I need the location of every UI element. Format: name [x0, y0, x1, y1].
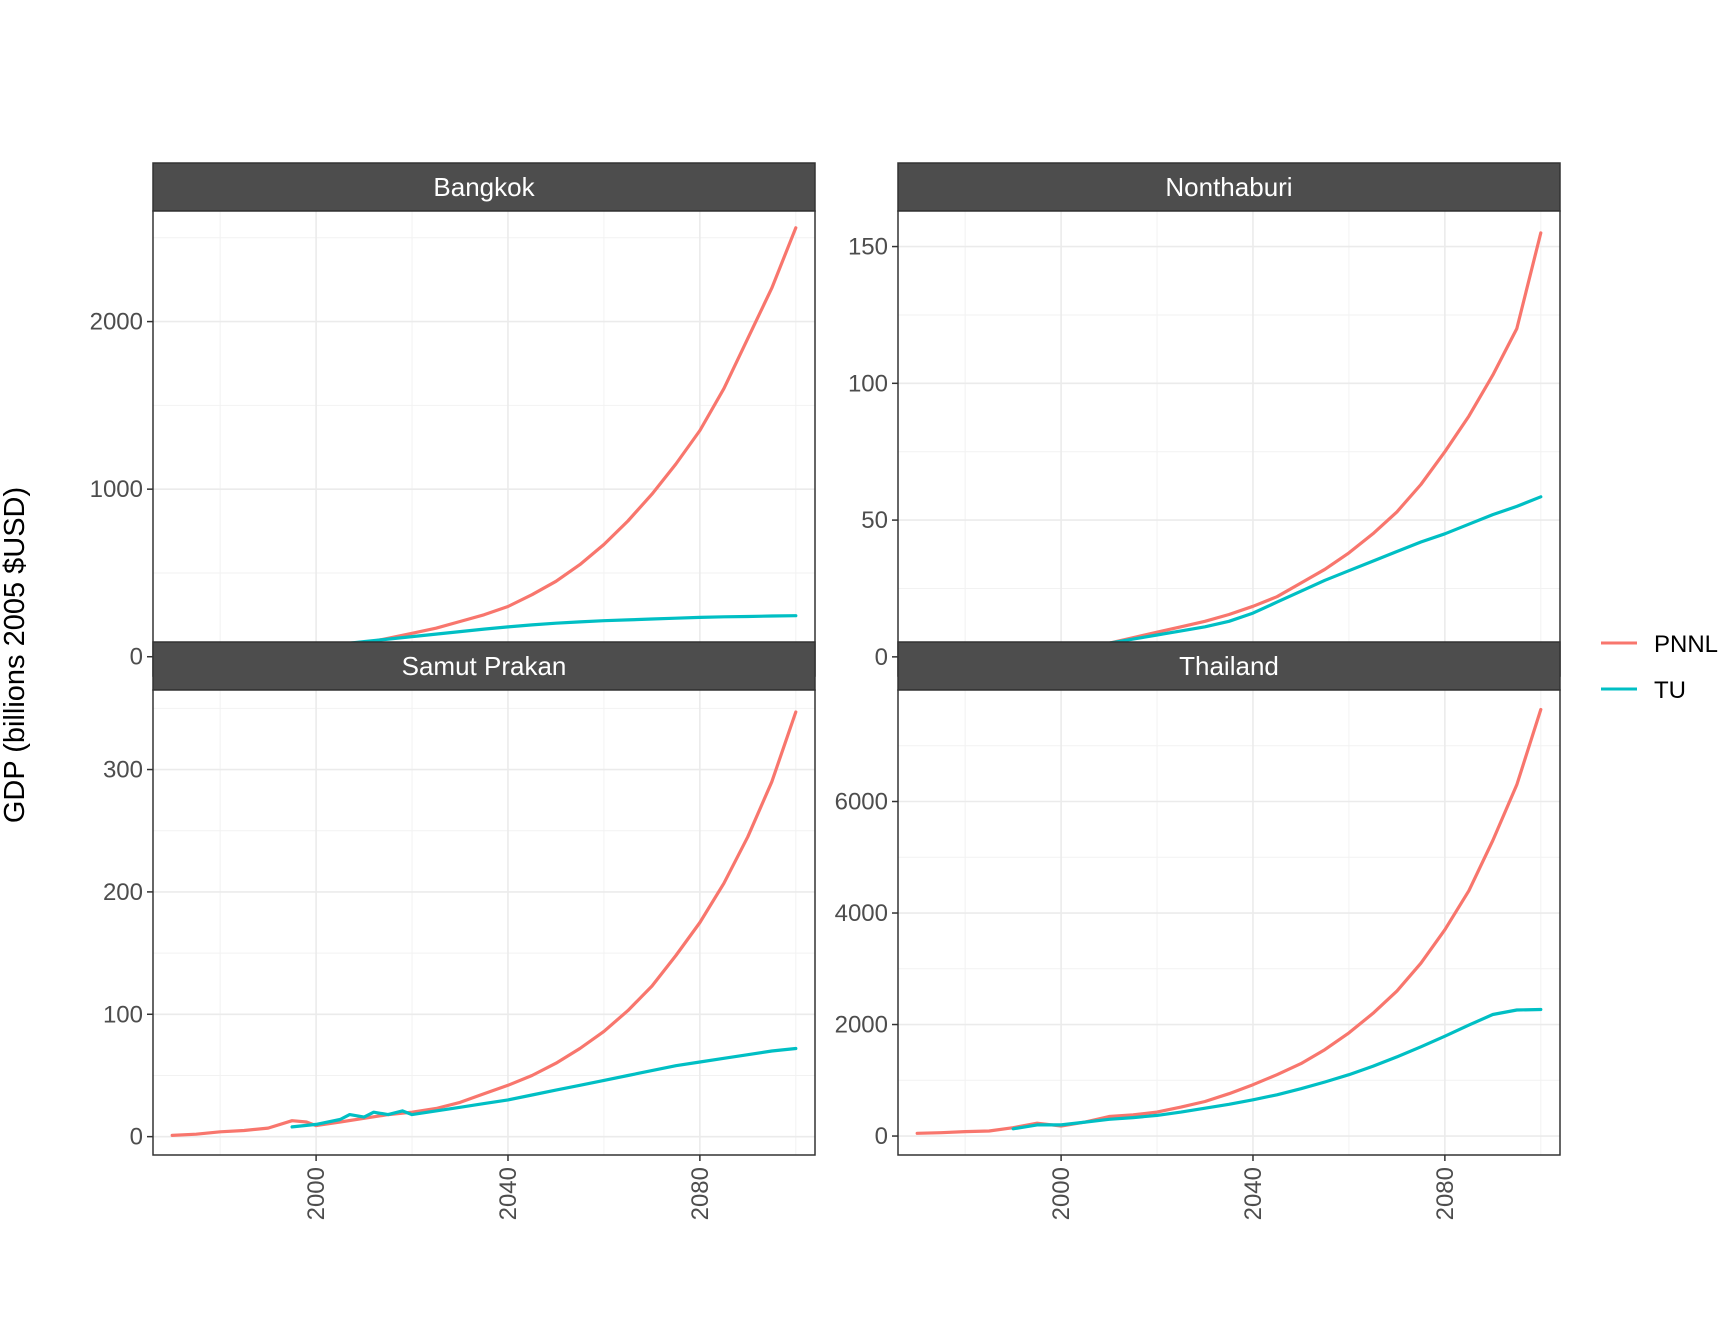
x-tick-label: 2040: [495, 1167, 522, 1220]
series-line-tu: [1035, 495, 1543, 652]
series-line-tu: [1011, 1007, 1543, 1131]
x-tick-label: 2080: [1432, 1167, 1459, 1220]
panel-samut-prakan: Samut Prakan 0 100 200 300 2000 2040 2080: [103, 641, 816, 1220]
series-line-pnnl: [170, 710, 798, 1137]
plot-area-nonthaburi: [898, 211, 1560, 676]
panel-border-thailand: [897, 689, 1561, 1156]
strip-label-samut-prakan: Samut Prakan: [402, 651, 567, 681]
panel-nonthaburi: Nonthaburi 0 50 100 150: [848, 162, 1561, 677]
x-tick-label: 2000: [1048, 1167, 1075, 1220]
y-tick-label: 2000: [90, 309, 143, 336]
series-line-tu: [290, 1046, 798, 1129]
strip-label-bangkok: Bangkok: [433, 172, 535, 202]
y-tick-label: 300: [103, 757, 143, 784]
strip-bangkok: [152, 162, 816, 212]
x-tick-label: 2080: [687, 1167, 714, 1220]
y-tick-label: 200: [103, 879, 143, 906]
y-tick-label: 0: [875, 1123, 888, 1150]
y-tick-label: 6000: [835, 789, 888, 816]
legend-label-pnnl: PNNL: [1654, 631, 1718, 658]
x-tick-label: 2040: [1240, 1167, 1267, 1220]
y-tick-label: 0: [130, 1124, 143, 1151]
y-tick-label: 100: [103, 1001, 143, 1028]
y-tick-label: 0: [875, 644, 888, 671]
strip-label-thailand: Thailand: [1179, 651, 1279, 681]
y-tick-label: 0: [130, 644, 143, 671]
legend-label-tu: TU: [1654, 677, 1686, 704]
plot-area-samut-prakan: [153, 690, 815, 1155]
y-tick-label: 1000: [90, 476, 143, 503]
y-tick-label: 150: [848, 234, 888, 261]
panel-thailand: Thailand 0 2000 4000 6000 2000 2040 2080: [835, 641, 1561, 1220]
strip-samut-prakan: [152, 641, 816, 691]
panel-border-samut-prakan: [152, 689, 816, 1156]
strip-nonthaburi: [897, 162, 1561, 212]
legend: PNNL TU: [1601, 631, 1718, 704]
y-tick-label: 2000: [835, 1012, 888, 1039]
strip-label-nonthaburi: Nonthaburi: [1165, 172, 1292, 202]
x-tick-label: 2000: [303, 1167, 330, 1220]
plot-area-thailand: [898, 690, 1560, 1155]
y-tick-label: 100: [848, 370, 888, 397]
chart-panels: Bangkok010002000Nonthaburi050100150Samut…: [90, 162, 1561, 1220]
y-axis-label: GDP (billions 2005 $USD): [0, 487, 31, 823]
plot-area-bangkok: [153, 211, 815, 676]
panel-bangkok: Bangkok 0 1000 2000: [90, 162, 816, 677]
y-tick-label: 50: [861, 507, 888, 534]
y-tick-label: 4000: [835, 900, 888, 927]
